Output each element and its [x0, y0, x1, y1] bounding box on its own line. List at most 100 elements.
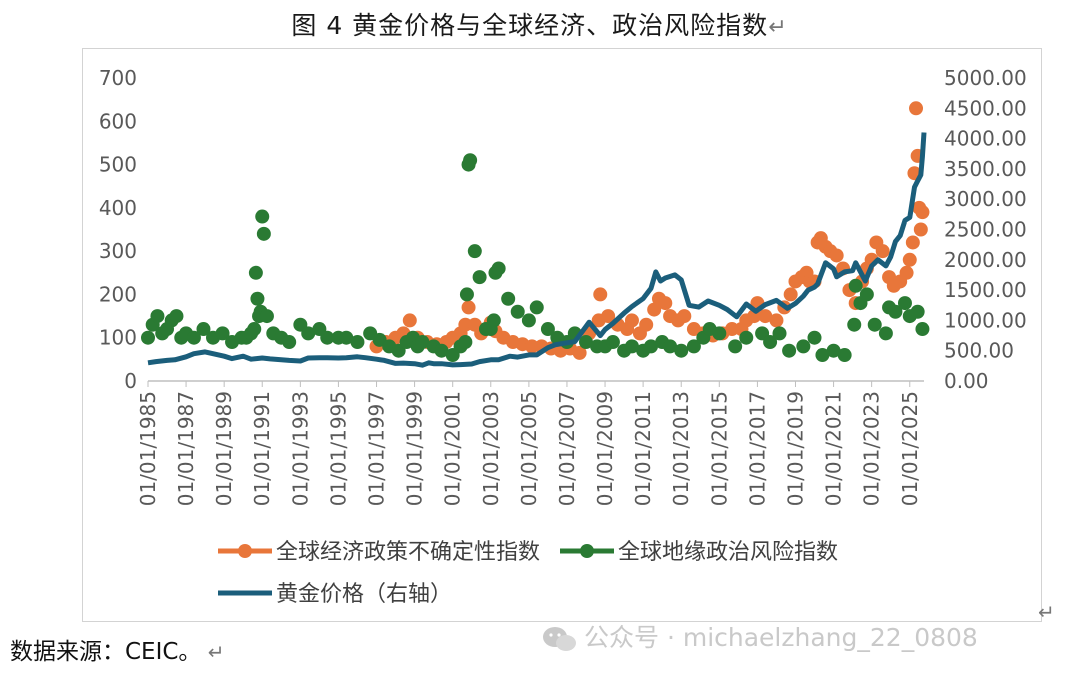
- x-tick-label: 01/01/1993: [288, 391, 312, 506]
- gpr-point: [350, 335, 365, 350]
- x-tick-label: 01/01/2003: [479, 391, 503, 506]
- right-tick-label: 4500.00: [944, 96, 1027, 120]
- left-tick-label: 400: [99, 196, 137, 220]
- epu-point: [572, 345, 587, 360]
- right-tick-label: 1000.00: [944, 308, 1027, 332]
- gpr-point: [255, 209, 270, 224]
- epu-point: [829, 248, 844, 263]
- gpr-point: [301, 326, 316, 341]
- gpr-point: [141, 330, 155, 345]
- x-tick-label: 01/01/1987: [174, 391, 198, 506]
- epu-series: [369, 101, 930, 360]
- epu-point: [677, 309, 692, 324]
- x-tick-label: 01/01/2011: [631, 391, 655, 506]
- gpr-point: [501, 291, 516, 306]
- x-tick-label: 01/01/1989: [212, 391, 236, 506]
- epu-point: [913, 222, 928, 237]
- chart-title: 图 4 黄金价格与全球经济、政治风险指数↵: [291, 11, 788, 40]
- x-tick-label: 01/01/1985: [136, 391, 160, 506]
- gpr-point: [888, 304, 903, 319]
- gold-line: [147, 132, 927, 368]
- chart-frame: [82, 48, 1042, 622]
- epu-point: [909, 101, 924, 116]
- gold-series: [147, 132, 927, 368]
- gpr-point: [459, 287, 474, 302]
- epu-point: [902, 252, 917, 267]
- legend-marker-gpr: [580, 544, 594, 558]
- gpr-point: [463, 153, 478, 168]
- right-tick-label: 2000.00: [944, 248, 1027, 272]
- gpr-point: [837, 348, 852, 363]
- left-tick-label: 300: [99, 239, 137, 263]
- legend-label-gpr: 全球地缘政治风险指数: [618, 540, 838, 565]
- epu-point: [783, 287, 798, 302]
- x-tick-label: 01/01/2009: [593, 391, 617, 506]
- right-tick-label: 1500.00: [944, 278, 1027, 302]
- x-tick-label: 01/01/2005: [517, 391, 541, 506]
- gpr-point: [282, 335, 297, 350]
- gpr-point: [150, 309, 165, 324]
- left-tick-label: 200: [99, 282, 137, 306]
- gpr-point: [763, 335, 778, 350]
- legend-marker-epu: [238, 544, 252, 558]
- gpr-point: [878, 326, 893, 341]
- gpr-point: [910, 304, 925, 319]
- gpr-point: [215, 326, 230, 341]
- gpr-point: [529, 300, 544, 315]
- epu-point: [905, 235, 920, 250]
- epu-point: [875, 244, 890, 259]
- right-tick-label: 0.00: [944, 369, 989, 393]
- wechat-logo-icon: [543, 627, 576, 651]
- gpr-point: [339, 330, 354, 345]
- epu-point: [769, 313, 784, 328]
- x-tick-label: 01/01/1995: [326, 391, 350, 506]
- x-tick-label: 01/01/2007: [555, 391, 579, 506]
- x-tick-label: 01/01/1999: [403, 391, 427, 506]
- gpr-point: [578, 335, 593, 350]
- gpr-point: [320, 330, 335, 345]
- x-tick-label: 01/01/1997: [365, 391, 389, 506]
- gpr-point: [605, 335, 620, 350]
- return-mark-icon: ↵: [201, 640, 225, 664]
- gpr-point: [247, 322, 262, 337]
- epu-point: [915, 205, 930, 220]
- x-tick-label: 01/01/2001: [441, 391, 465, 506]
- gpr-point: [796, 339, 811, 354]
- gpr-point: [624, 339, 639, 354]
- left-tick-label: 700: [99, 66, 137, 90]
- gpr-point: [859, 287, 874, 302]
- gpr-point: [897, 296, 912, 311]
- epu-point: [758, 309, 773, 324]
- x-tick-label: 01/01/2017: [745, 391, 769, 506]
- gpr-point: [540, 322, 555, 337]
- epu-point: [461, 300, 476, 315]
- gpr-point: [643, 339, 658, 354]
- legend-label-epu: 全球经济政策不确定性指数: [276, 540, 540, 565]
- source-note: 数据来源：CEIC。 ↵: [10, 639, 225, 665]
- gpr-point: [728, 339, 743, 354]
- x-tick-label: 01/01/2019: [783, 391, 807, 506]
- right-tick-label: 4000.00: [944, 127, 1027, 151]
- gpr-point: [915, 322, 930, 337]
- epu-point: [899, 265, 914, 280]
- gpr-series: [141, 153, 930, 363]
- gpr-point: [458, 335, 473, 350]
- gpr-point: [782, 343, 797, 358]
- gpr-point: [739, 330, 754, 345]
- gpr-point: [256, 226, 271, 241]
- right-tick-label: 3500.00: [944, 157, 1027, 181]
- x-tick-label: 01/01/2013: [669, 391, 693, 506]
- left-axis: 0 100 200 300 400 500 600 700: [99, 66, 137, 393]
- gpr-point: [521, 313, 536, 328]
- gpr-point: [415, 335, 430, 350]
- x-tick-label: 01/01/2015: [707, 391, 731, 506]
- epu-point: [658, 296, 673, 311]
- gpr-point: [259, 309, 274, 324]
- left-tick-label: 500: [99, 153, 137, 177]
- gpr-point: [663, 339, 678, 354]
- x-axis: 01/01/1985 01/01/1987 01/01/1989 01/01/1991…: [136, 381, 922, 506]
- x-tick-label: 01/01/2021: [822, 391, 846, 506]
- gpr-point: [686, 339, 701, 354]
- right-tick-label: 3000.00: [944, 187, 1027, 211]
